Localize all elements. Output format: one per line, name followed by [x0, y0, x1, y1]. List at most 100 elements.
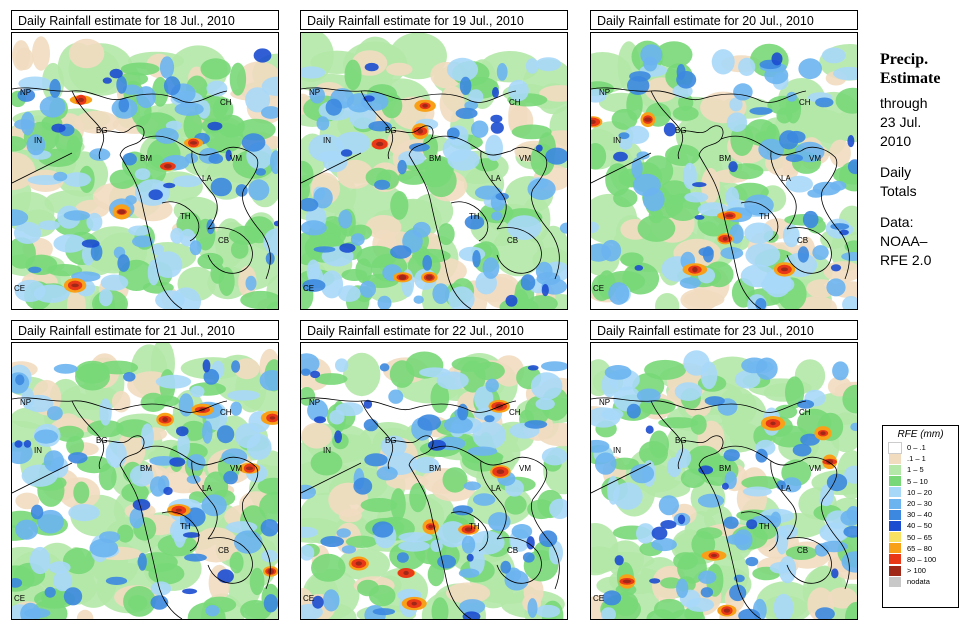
legend-swatch: [889, 543, 901, 554]
panel-title: Daily Rainfall estimate for 22 Jul., 201…: [300, 320, 568, 340]
legend-swatch: [889, 532, 901, 543]
country-label: VM: [809, 464, 821, 473]
country-label: LA: [202, 484, 212, 493]
country-label: CH: [220, 408, 232, 417]
legend-swatch: [889, 576, 901, 587]
country-label: BM: [140, 154, 152, 163]
panel-title: Daily Rainfall estimate for 21 Jul., 201…: [11, 320, 279, 340]
legend-swatch: [889, 487, 901, 498]
legend-swatch: [889, 509, 901, 520]
country-label: VM: [809, 154, 821, 163]
country-label: CB: [797, 236, 808, 245]
country-label: TH: [759, 212, 770, 221]
country-label: TH: [180, 522, 191, 531]
country-label: CH: [799, 408, 811, 417]
rainfall-field: [301, 351, 567, 619]
caption-year: 2010: [880, 133, 912, 149]
caption: Precip. Estimate through 23 Jul. 2010 Da…: [880, 50, 965, 270]
rainfall-map-svg: NP IN BG BM CH VM LA TH CB CE: [12, 33, 278, 309]
legend-item: 65 – 80: [883, 543, 958, 554]
country-label: BG: [675, 126, 687, 135]
country-label: CE: [303, 284, 314, 293]
legend-label: 80 – 100: [907, 554, 937, 564]
legend-swatch: [889, 520, 901, 531]
country-borders: [301, 397, 560, 619]
country-label: NP: [20, 88, 31, 97]
legend-label: 40 – 50: [907, 521, 933, 531]
rainfall-map[interactable]: NP IN BG BM CH VM LA TH CB CE: [300, 342, 568, 620]
caption-product: RFE 2.0: [880, 252, 932, 268]
country-label: CH: [509, 408, 521, 417]
map-panel: Daily Rainfall estimate for 19 Jul., 201…: [300, 10, 572, 310]
country-label: LA: [781, 174, 791, 183]
legend-item: 1 – 5: [883, 464, 958, 475]
rainfall-field: [591, 350, 857, 619]
country-borders: [591, 397, 850, 619]
country-label: TH: [180, 212, 191, 221]
country-label: IN: [323, 446, 331, 455]
country-label: IN: [323, 136, 331, 145]
legend-label: nodata: [907, 577, 930, 587]
country-label: LA: [781, 484, 791, 493]
legend-item: > 100: [883, 565, 958, 576]
caption-totals: Totals: [880, 183, 917, 199]
country-borders: [301, 87, 560, 309]
country-label: VM: [519, 154, 531, 163]
rainfall-map-svg: NP IN BG BM CH VM LA TH CB CE: [591, 33, 857, 309]
country-label: NP: [309, 88, 320, 97]
legend-label: 10 – 20: [907, 487, 933, 497]
legend-label: 1 – 5: [907, 465, 924, 475]
country-label: CB: [218, 546, 229, 555]
map-panel: Daily Rainfall estimate for 18 Jul., 201…: [11, 10, 283, 310]
country-label: BM: [429, 464, 441, 473]
legend-label: .1 – 1: [907, 454, 926, 464]
panel-title: Daily Rainfall estimate for 19 Jul., 201…: [300, 10, 568, 30]
rainfall-map[interactable]: NP IN BG BM CH VM LA TH CB CE: [590, 342, 858, 620]
country-label: LA: [491, 484, 501, 493]
rainfall-field: [12, 36, 278, 309]
country-label: BG: [385, 126, 397, 135]
country-label: CH: [509, 98, 521, 107]
country-label: LA: [202, 174, 212, 183]
legend-item: 50 – 65: [883, 532, 958, 543]
country-label: NP: [599, 398, 610, 407]
country-label: VM: [230, 154, 242, 163]
country-label: CB: [218, 236, 229, 245]
rainfall-map-svg: NP IN BG BM CH VM LA TH CB CE: [301, 343, 567, 619]
caption-daily: Daily: [880, 164, 912, 180]
legend-swatch: [889, 476, 901, 487]
legend-item: nodata: [883, 576, 958, 587]
rainfall-map-svg: NP IN BG BM CH VM LA TH CB CE: [591, 343, 857, 619]
rainfall-map-svg: NP IN BG BM CH VM LA TH CB CE: [301, 33, 567, 309]
country-label: BM: [140, 464, 152, 473]
rainfall-map[interactable]: NP IN BG BM CH VM LA TH CB CE: [590, 32, 858, 310]
panel-title: Daily Rainfall estimate for 18 Jul., 201…: [11, 10, 279, 30]
map-panel: Daily Rainfall estimate for 23 Jul., 201…: [590, 320, 862, 620]
legend-swatch: [889, 453, 901, 464]
legend-item: 40 – 50: [883, 520, 958, 531]
legend-item: 10 – 20: [883, 487, 958, 498]
country-label: CH: [799, 98, 811, 107]
country-label: IN: [34, 446, 42, 455]
country-borders: [12, 87, 271, 309]
caption-source: NOAA–: [880, 233, 928, 249]
rainfall-map[interactable]: NP IN BG BM CH VM LA TH CB CE: [300, 32, 568, 310]
country-borders: [12, 397, 271, 619]
country-label: CB: [507, 546, 518, 555]
country-label: CB: [797, 546, 808, 555]
legend-label: 30 – 40: [907, 510, 933, 520]
legend-item: 30 – 40: [883, 509, 958, 520]
country-label: BM: [429, 154, 441, 163]
legend-swatch: [889, 498, 901, 509]
rainfall-map[interactable]: NP IN BG BM CH VM LA TH CB CE: [11, 342, 279, 620]
rainfall-map[interactable]: NP IN BG BM CH VM LA TH CB CE: [11, 32, 279, 310]
country-label: CE: [303, 594, 314, 603]
country-label: TH: [759, 522, 770, 531]
country-label: CE: [14, 594, 25, 603]
legend-label: 50 – 65: [907, 532, 933, 542]
country-label: CE: [593, 284, 604, 293]
legend-swatch: [889, 565, 901, 576]
legend-item: 20 – 30: [883, 498, 958, 509]
country-label: BG: [385, 436, 397, 445]
